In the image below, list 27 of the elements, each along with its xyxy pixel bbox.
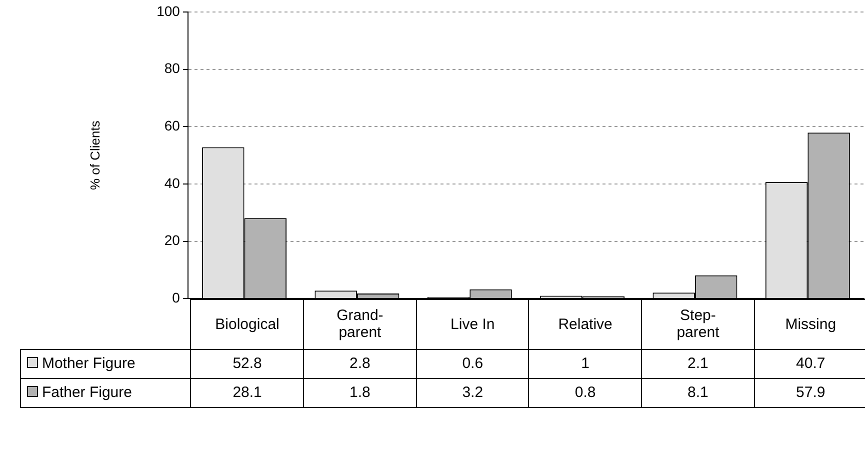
data-label: 40.7 xyxy=(754,349,865,378)
x-tick-label: Biological xyxy=(190,299,304,350)
y-tick-label: 100 xyxy=(156,2,180,19)
data-label: 57.9 xyxy=(754,378,865,408)
data-label: 8.1 xyxy=(642,378,754,408)
x-tick-label: Relative xyxy=(528,299,642,350)
data-label: 28.1 xyxy=(190,378,304,408)
x-tick-label: Step- parent xyxy=(642,299,754,350)
x-tick-label: Missing xyxy=(754,299,865,350)
data-label: 52.8 xyxy=(190,349,304,378)
data-label: 2.1 xyxy=(642,349,754,378)
y-tick-label: 0 xyxy=(172,289,180,306)
data-label: 2.8 xyxy=(304,349,416,378)
data-label: 1 xyxy=(528,349,642,378)
x-tick-label: Live In xyxy=(416,299,529,350)
y-tick-label: 20 xyxy=(164,232,180,248)
y-tick-label: 80 xyxy=(164,60,180,76)
legend-label: Mother Figure xyxy=(20,349,191,378)
y-axis-title: % of Clients xyxy=(87,120,102,190)
data-label: 0.6 xyxy=(416,349,529,378)
data-label: 0.8 xyxy=(528,378,642,408)
y-tick-label: 60 xyxy=(164,118,180,134)
x-tick-label: Grand- parent xyxy=(304,299,416,350)
data-label: 3.2 xyxy=(416,378,529,408)
y-tick-label: 40 xyxy=(164,174,180,191)
data-label: 1.8 xyxy=(304,378,416,408)
legend-label: Father Figure xyxy=(20,378,191,408)
